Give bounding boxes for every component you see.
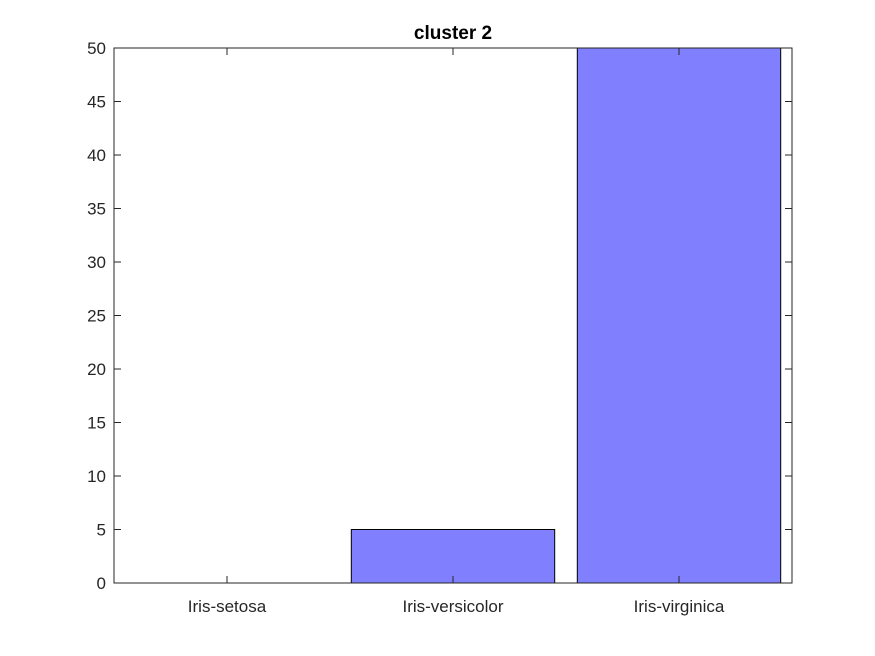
bar-iris-virginica xyxy=(576,47,782,584)
y-tick-label-30: 30 xyxy=(87,253,106,272)
y-tick-label-20: 20 xyxy=(87,360,106,379)
chart-title: cluster 2 xyxy=(414,23,492,44)
x-tick-label-iris-virginica: Iris-virginica xyxy=(634,597,725,616)
y-tick-label-45: 45 xyxy=(87,93,106,112)
y-tick-label-0: 0 xyxy=(97,574,106,593)
y-tick-label-35: 35 xyxy=(87,200,106,219)
bar-iris-versicolor xyxy=(350,529,556,584)
y-tick-label-10: 10 xyxy=(87,467,106,486)
y-tick-label-50: 50 xyxy=(87,39,106,58)
y-tick-label-25: 25 xyxy=(87,307,106,326)
x-axis-ticks: Iris-setosa Iris-versicolor Iris-virginica xyxy=(188,48,725,616)
y-tick-label-5: 5 xyxy=(97,521,106,540)
x-tick-label-iris-setosa: Iris-setosa xyxy=(188,597,267,616)
y-tick-label-15: 15 xyxy=(87,414,106,433)
x-tick-label-iris-versicolor: Iris-versicolor xyxy=(402,597,503,616)
y-tick-label-40: 40 xyxy=(87,146,106,165)
plot-area-frame xyxy=(113,47,793,584)
